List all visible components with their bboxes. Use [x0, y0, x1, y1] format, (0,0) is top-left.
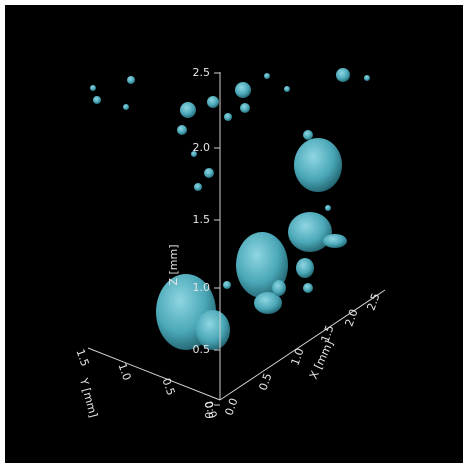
z-tick-label: 1.5 [193, 213, 211, 226]
blobs [90, 68, 370, 350]
x-tick-label: 0.5 [256, 371, 274, 392]
blob [303, 283, 313, 293]
z-tick-label: 2.0 [193, 141, 211, 154]
blob [235, 82, 251, 98]
x-tick-label: 0.0 [222, 396, 240, 417]
blob [127, 76, 135, 84]
blob [264, 73, 270, 79]
x-axis [219, 289, 386, 401]
blob [288, 212, 332, 252]
x-tick-label: 1.0 [288, 346, 306, 367]
blob [364, 75, 370, 81]
blob [303, 130, 313, 140]
x-tick-label: 1.5 [318, 323, 336, 344]
z-axis-label: Z [mm] [167, 244, 180, 285]
blob [90, 85, 96, 91]
blob [323, 234, 347, 248]
blob [93, 96, 101, 104]
z-tick-label: 1.0 [193, 281, 211, 294]
blob [194, 183, 202, 191]
blob [284, 86, 290, 92]
y-tick-label: 0.0 [201, 399, 219, 420]
blob [223, 281, 231, 289]
y-axis [87, 347, 221, 401]
background [5, 5, 463, 463]
z-tick-label: 0.5 [193, 343, 211, 356]
x-tick-label: 2.5 [364, 291, 382, 312]
blob [123, 104, 129, 110]
z-tick-label: 2.5 [193, 66, 211, 79]
x-tick-label: 2.0 [342, 307, 360, 328]
y-tick-label: 1.0 [115, 361, 133, 382]
blob [296, 258, 314, 278]
blob [336, 68, 350, 82]
blob [204, 168, 214, 178]
blob [254, 292, 282, 314]
blob [180, 102, 196, 118]
blob [177, 125, 187, 135]
blob [196, 310, 230, 350]
axis-lines [87, 72, 386, 401]
blob [191, 151, 197, 157]
blob [224, 113, 232, 121]
blob [240, 103, 250, 113]
z-tick-label: 0.0 [203, 401, 216, 419]
y-tick-label: 1.5 [73, 347, 91, 368]
blob [325, 205, 331, 211]
blob [207, 96, 219, 108]
y-tick-label: 0.5 [159, 376, 177, 397]
blob [294, 138, 342, 192]
blob [272, 280, 286, 296]
